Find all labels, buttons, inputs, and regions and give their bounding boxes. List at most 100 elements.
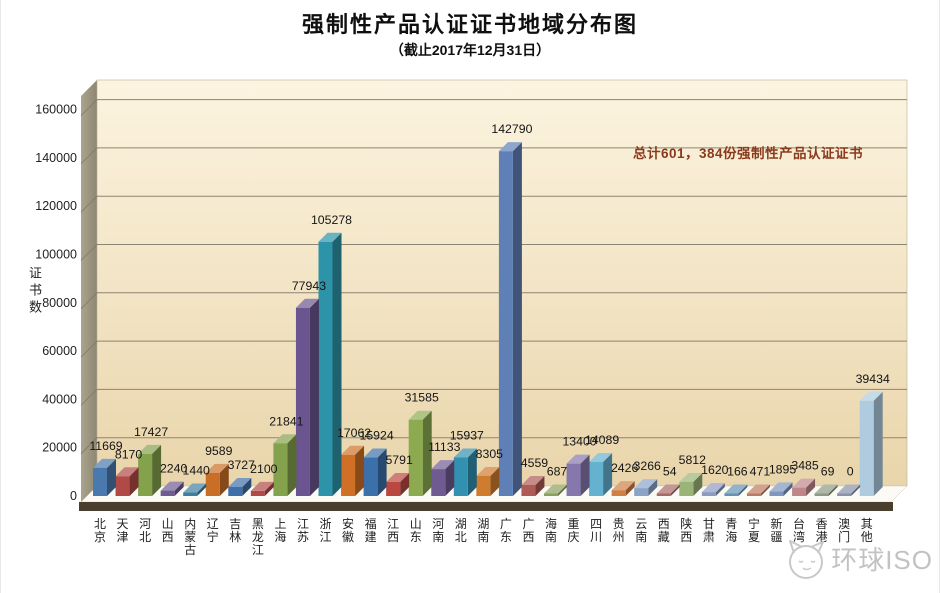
- bar-value-label: 1440: [183, 464, 211, 478]
- chart-subtitle: （截止2017年12月31日）: [389, 42, 551, 58]
- bar-香港: [814, 484, 838, 496]
- bar-value-label: 2426: [611, 461, 639, 475]
- bar-value-label: 5791: [385, 453, 413, 467]
- bar-value-label: 1620: [701, 463, 729, 477]
- x-category-label: 四川: [590, 517, 602, 544]
- bar-value-label: 14089: [585, 433, 619, 447]
- x-category-label: 重庆: [568, 517, 580, 544]
- bar-value-label: 15924: [359, 429, 393, 443]
- side-wall-gridline: [80, 244, 98, 261]
- y-tick-label: 80000: [42, 296, 77, 310]
- bar-value-label: 3485: [791, 459, 819, 473]
- bar-四川: [589, 452, 613, 496]
- bar-河南: [431, 460, 455, 496]
- y-tick-label: 120000: [35, 199, 77, 213]
- x-category-label: 澳门: [838, 517, 850, 544]
- x-category-label: 黑龙江: [252, 517, 264, 557]
- cat-logo-icon: [789, 540, 825, 579]
- bar-value-label: 8305: [476, 447, 504, 461]
- bar-value-label: 9589: [205, 444, 233, 458]
- bar-value-label: 2240: [160, 462, 188, 476]
- bar-新疆: [769, 482, 793, 496]
- bar-台湾: [792, 478, 816, 496]
- x-category-label: 陕西: [680, 516, 692, 544]
- bar-value-label: 8170: [115, 447, 143, 461]
- x-category-label: 甘肃: [703, 517, 715, 544]
- side-wall-gridline: [80, 292, 98, 310]
- x-category-label: 宁夏: [748, 516, 760, 544]
- bar-value-label: 11133: [428, 440, 461, 454]
- bar-内蒙古: [183, 483, 207, 496]
- bar-安徽: [341, 445, 365, 496]
- x-category-label: 香港: [816, 517, 828, 544]
- x-category-label: 湖北: [455, 516, 467, 544]
- x-category-label: 江苏: [297, 517, 309, 544]
- side-wall-gridline: [80, 99, 98, 116]
- bar-value-label: 15937: [450, 429, 484, 443]
- x-category-label: 吉林: [229, 517, 241, 544]
- bar-贵州: [611, 481, 635, 496]
- bar-天津: [115, 467, 139, 496]
- bar-湖北: [453, 448, 477, 496]
- bar-福建: [363, 448, 387, 496]
- bar-value-label: 105278: [311, 213, 352, 227]
- y-tick-label: 60000: [42, 344, 77, 358]
- bar-吉林: [228, 477, 252, 496]
- x-category-label: 云南: [635, 517, 647, 544]
- bar-value-label: 687: [547, 465, 568, 479]
- bar-value-label: 0: [847, 465, 854, 479]
- bar-value-label: 31585: [405, 391, 439, 405]
- bar-value-label: 1895: [769, 462, 797, 476]
- x-category-label: 广西: [522, 517, 534, 544]
- bar-陕西: [679, 472, 703, 496]
- bar-value-label: 11669: [89, 439, 122, 453]
- bar-辽宁: [205, 463, 229, 496]
- x-category-label: 河南: [432, 517, 444, 544]
- total-annotation: 总计601，384份强制性产品认证证书: [633, 146, 864, 161]
- bar-value-label: 2100: [250, 462, 278, 476]
- bar-澳门: [837, 484, 861, 496]
- bar-value-label: 142790: [491, 122, 532, 136]
- side-wall-gridline: [80, 437, 98, 454]
- bar-河北: [138, 444, 162, 496]
- bar-value-label: 39434: [856, 372, 890, 386]
- x-category-label: 安徽: [342, 516, 354, 544]
- x-category-label: 浙江: [319, 517, 331, 544]
- side-wall-gridline: [80, 340, 98, 358]
- bar-value-label: 21841: [269, 414, 303, 428]
- x-category-label: 其他: [861, 517, 873, 544]
- x-category-label: 贵州: [613, 517, 625, 544]
- x-category-label: 天津: [117, 517, 129, 544]
- bar-重庆: [566, 454, 590, 496]
- x-category-label: 台湾: [793, 516, 805, 544]
- x-category-label: 湖南: [477, 516, 489, 544]
- bar-浙江: [318, 232, 342, 496]
- side-wall: [81, 80, 97, 502]
- x-category-label: 北京: [94, 517, 106, 544]
- y-tick-label: 140000: [35, 151, 77, 165]
- watermark-text: 环球ISO: [831, 544, 933, 575]
- bar-value-label: 17062: [337, 426, 371, 440]
- bar-value-label: 471: [750, 465, 771, 479]
- bar-value-label: 54: [663, 465, 677, 479]
- bar-海南: [544, 484, 567, 496]
- bar-value-label: 77943: [292, 279, 326, 293]
- bar-value-label: 3727: [228, 458, 256, 472]
- side-wall-gridline: [80, 195, 98, 213]
- x-category-label: 新疆: [770, 516, 782, 544]
- x-category-label: 河北: [139, 517, 151, 544]
- x-category-label: 青海: [725, 517, 737, 544]
- bar-西藏: [656, 484, 680, 496]
- x-category-label: 广东: [500, 517, 512, 544]
- y-tick-label: 40000: [42, 392, 77, 406]
- side-wall-gridline: [80, 389, 98, 406]
- bar-value-label: 13400: [562, 435, 596, 449]
- bar-广东: [498, 142, 522, 496]
- bar-上海: [273, 434, 297, 496]
- bar-value-label: 17427: [134, 425, 168, 439]
- bar-青海: [724, 484, 748, 496]
- bar-value-label: 166: [727, 465, 748, 479]
- y-tick-label: 0: [70, 489, 77, 503]
